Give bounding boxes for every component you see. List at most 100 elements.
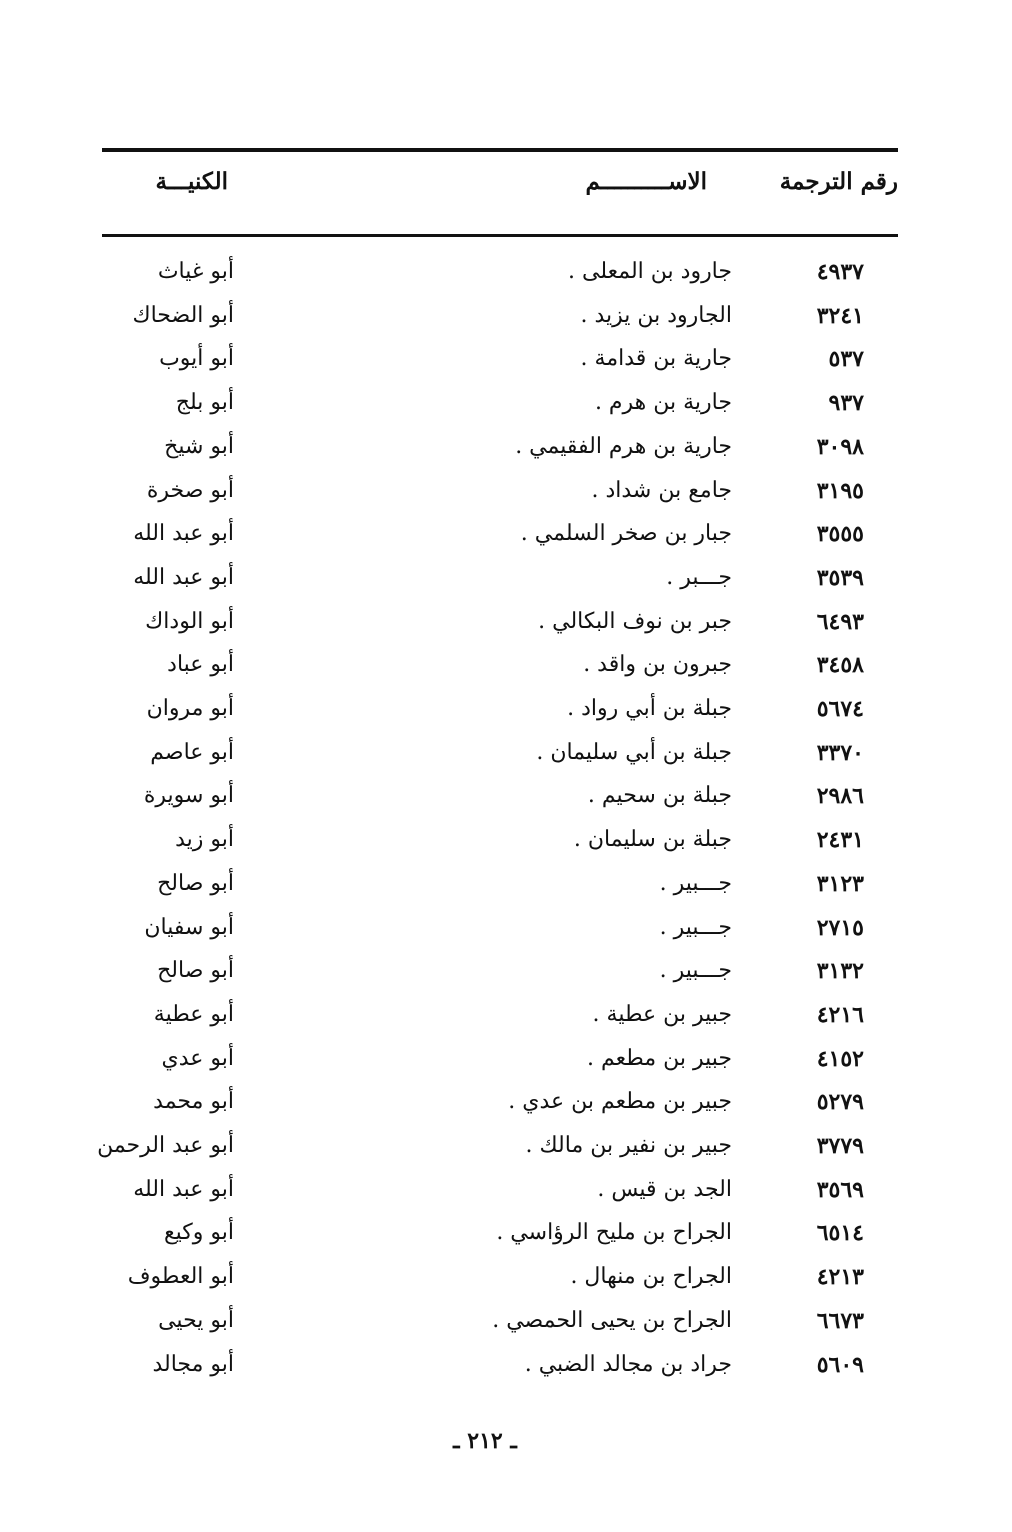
column-header-number: رقم الترجمة — [779, 168, 898, 195]
table-row: ٣١٢٣ جـــبير . أبو صالح — [0, 864, 1012, 904]
table-row: ٣٢٤١ الجارود بن يزيد . أبو الضحاك — [0, 296, 1012, 336]
column-header-kunya: الكنيـــة — [155, 168, 228, 195]
entry-name: جبرون بن واقد . — [583, 652, 732, 678]
table-row: ٤١٥٢ جبير بن مطعم . أبو عدي — [0, 1039, 1012, 1079]
entry-number: ٣١٩٥ — [816, 477, 864, 504]
entry-number: ٤٢١٣ — [816, 1264, 864, 1291]
table-row: ٣٥٣٩ جـــبر . أبو عبد الله — [0, 558, 1012, 598]
entry-kunya: أبو يحيى — [158, 1307, 234, 1333]
entry-name: الجراح بن يحيى الحمصي . — [492, 1307, 732, 1333]
entry-kunya: أبو عاصم — [150, 739, 234, 765]
entry-name: جبلة بن سليمان . — [573, 827, 732, 853]
entry-number: ٦٤٩٣ — [816, 608, 864, 635]
entry-name: الجد بن قيس . — [597, 1176, 732, 1202]
entry-number: ٢٩٨٦ — [816, 783, 864, 810]
entry-kunya: أبو مجالد — [152, 1351, 234, 1377]
entry-number: ٥٢٧٩ — [816, 1089, 864, 1116]
entry-kunya: أبو عدي — [161, 1045, 235, 1071]
entry-name: جبير بن عطية . — [592, 1001, 732, 1027]
entry-name: جبير بن مطعم بن عدي . — [508, 1089, 732, 1115]
entry-name: جبر بن نوف البكالي . — [538, 608, 732, 634]
entry-number: ٥٦٧٤ — [816, 696, 864, 722]
entry-number: ٢٧١٥ — [816, 914, 864, 941]
entry-name: جـــبير . — [659, 914, 732, 940]
entry-kunya: أبو الوداك — [145, 608, 234, 634]
entry-number: ٣١٣٢ — [816, 958, 864, 985]
entry-kunya: أبو شيخ — [164, 433, 234, 459]
entry-kunya: أبو عبد الرحمن — [97, 1133, 234, 1158]
entry-kunya: أبو صالح — [157, 958, 234, 984]
entry-number: ٣٠٩٨ — [816, 433, 864, 460]
entry-kunya: أبو وكيع — [163, 1220, 234, 1246]
entry-number: ٣٧٧٩ — [816, 1133, 864, 1159]
table-row: ٩٣٧ جارية بن هرم . أبو بلج — [0, 383, 1012, 423]
entry-number: ٥٦٠٩ — [816, 1351, 864, 1378]
entry-kunya: أبو أيوب — [159, 346, 234, 372]
entry-name: جـــبير . — [659, 958, 732, 984]
table-row: ٥٦٠٩ جراد بن مجالد الضبي . أبو مجالد — [0, 1345, 1012, 1385]
entry-kunya: أبو سفيان — [144, 914, 234, 940]
entry-number: ٣٥٣٩ — [816, 564, 864, 591]
entry-kunya: أبو محمد — [153, 1089, 234, 1115]
table-row: ٦٦٧٣ الجراح بن يحيى الحمصي . أبو يحيى — [0, 1301, 1012, 1341]
entry-name: جبار بن صخر السلمي . — [520, 521, 732, 547]
entry-number: ٤٩٣٧ — [816, 259, 864, 285]
entry-kunya: أبو عبد الله — [133, 1176, 234, 1202]
table-row: ٣٤٥٨ جبرون بن واقد . أبو عباد — [0, 645, 1012, 685]
entry-kunya: أبو صالح — [157, 870, 234, 896]
entry-kunya: أبو عبد الله — [133, 564, 234, 590]
entry-number: ٩٣٧ — [828, 390, 864, 417]
entry-kunya: أبو صخرة — [146, 477, 234, 503]
column-header-name: الاســــــــــم — [585, 168, 707, 195]
entry-name: جامع بن شداد . — [591, 477, 732, 503]
page-number: ـ ٢١٢ ـ — [453, 1428, 517, 1454]
table-row: ٣٣٧٠ جبلة بن أبي سليمان . أبو عاصم — [0, 733, 1012, 773]
entry-name: جارية بن هرم الفقيمي . — [515, 433, 732, 459]
entry-name: جبير بن مطعم . — [587, 1045, 732, 1071]
entry-kunya: أبو زيد — [175, 827, 234, 853]
table-row: ٤٢١٦ جبير بن عطية . أبو عطية — [0, 995, 1012, 1035]
entry-number: ٥٣٧ — [828, 346, 864, 373]
entry-number: ٦٥١٤ — [816, 1220, 864, 1247]
entry-name: الجراح بن مليح الرؤاسي . — [496, 1220, 732, 1246]
entry-name: جراد بن مجالد الضبي . — [524, 1351, 732, 1377]
table-row: ٣٠٩٨ جارية بن هرم الفقيمي . أبو شيخ — [0, 427, 1012, 467]
table-row: ٣٥٦٩ الجد بن قيس . أبو عبد الله — [0, 1170, 1012, 1210]
table-row: ٢٤٣١ جبلة بن سليمان . أبو زيد — [0, 820, 1012, 860]
entry-name: جارية بن هرم . — [594, 390, 732, 416]
entry-name: جـــبر . — [666, 564, 732, 590]
entry-kunya: أبو عباد — [167, 652, 234, 678]
table-row: ٢٧١٥ جـــبير . أبو سفيان — [0, 908, 1012, 948]
table-row: ٣٧٧٩ جبير بن نفير بن مالك . أبو عبد الرحمن — [0, 1126, 1012, 1166]
entry-name: جبلة بن أبي رواد . — [567, 696, 732, 721]
entry-name: جبير بن نفير بن مالك . — [525, 1133, 732, 1158]
entry-name: جارية بن قدامة . — [580, 346, 732, 372]
entry-kunya: أبو غياث — [157, 259, 234, 284]
table-row: ٦٥١٤ الجراح بن مليح الرؤاسي . أبو وكيع — [0, 1213, 1012, 1253]
entry-kunya: أبو مروان — [146, 696, 234, 721]
table-row: ٥٦٧٤ جبلة بن أبي رواد . أبو مروان — [0, 689, 1012, 729]
entry-number: ٦٦٧٣ — [816, 1307, 864, 1334]
table-row: ٣٥٥٥ جبار بن صخر السلمي . أبو عبد الله — [0, 514, 1012, 554]
entry-number: ٤١٥٢ — [816, 1045, 864, 1072]
entry-name: الجارود بن يزيد . — [580, 302, 732, 328]
entry-name: جبلة بن أبي سليمان . — [536, 739, 732, 765]
entry-name: جارود بن المعلى . — [568, 259, 732, 284]
table-row: ٣١٣٢ جـــبير . أبو صالح — [0, 951, 1012, 991]
entry-number: ٢٤٣١ — [816, 827, 864, 854]
table-row: ٢٩٨٦ جبلة بن سحيم . أبو سويرة — [0, 776, 1012, 816]
entry-kunya: أبو سويرة — [143, 783, 234, 809]
entry-kunya: أبو العطوف — [127, 1264, 234, 1290]
entry-number: ٣٥٥٥ — [816, 521, 864, 548]
table-row: ٥٣٧ جارية بن قدامة . أبو أيوب — [0, 339, 1012, 379]
table-row: ٦٤٩٣ جبر بن نوف البكالي . أبو الوداك — [0, 602, 1012, 642]
entry-name: جبلة بن سحيم . — [587, 783, 732, 809]
header-bottom-rule — [102, 234, 898, 237]
table-row: ٤٢١٣ الجراح بن منهال . أبو العطوف — [0, 1257, 1012, 1297]
entry-kunya: أبو الضحاك — [132, 302, 234, 328]
entry-name: جـــبير . — [659, 870, 732, 896]
entry-number: ٣١٢٣ — [816, 870, 864, 897]
table-row: ٥٢٧٩ جبير بن مطعم بن عدي . أبو محمد — [0, 1082, 1012, 1122]
entry-number: ٣٤٥٨ — [816, 652, 864, 679]
table-row: ٣١٩٥ جامع بن شداد . أبو صخرة — [0, 471, 1012, 511]
